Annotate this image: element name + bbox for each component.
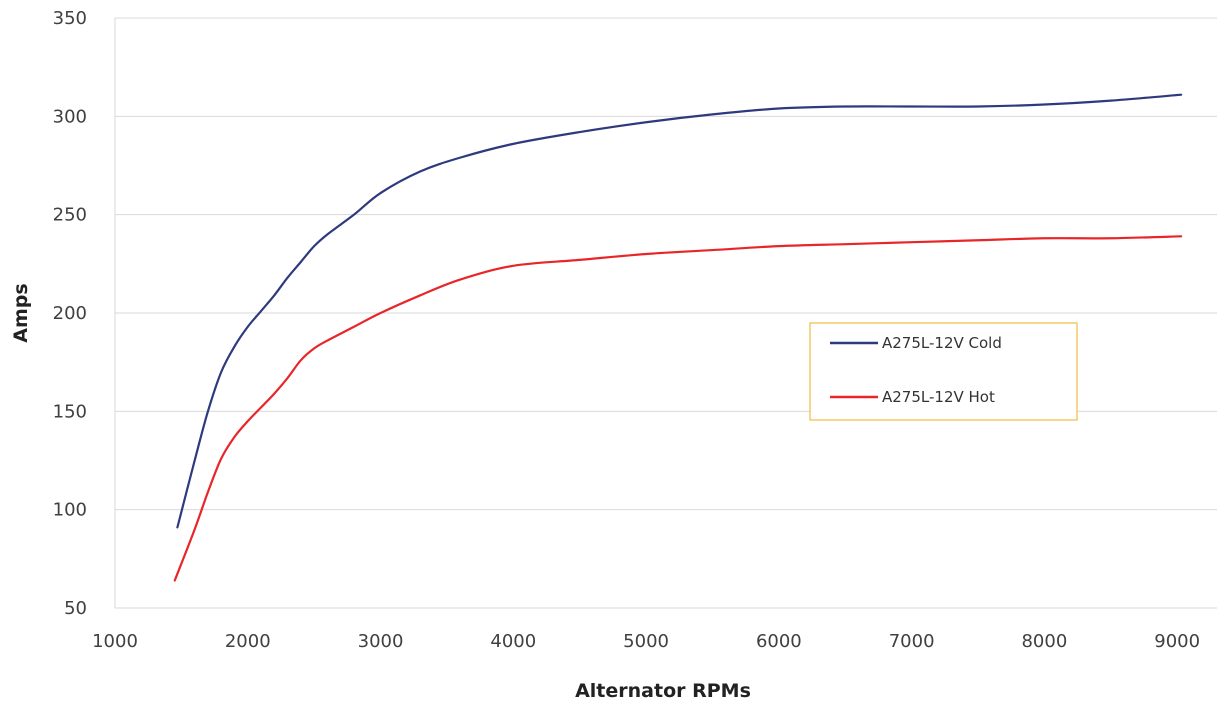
x-tick-label: 5000 [623, 631, 669, 652]
series-lines [173, 93, 1183, 582]
x-tick-label: 4000 [490, 631, 536, 652]
legend-box [809, 322, 1078, 421]
x-tick-label: 8000 [1021, 631, 1067, 652]
y-tick-label: 300 [53, 106, 87, 127]
y-tick-label: 150 [53, 401, 87, 422]
series-line-a275l-12v-cold [176, 93, 1183, 529]
y-axis-title: Amps [10, 283, 32, 342]
legend-label-a275l-12v-hot: A275L-12V Hot [882, 388, 995, 406]
y-tick-label: 250 [53, 205, 87, 226]
y-tick-label: 200 [53, 303, 87, 324]
x-tick-label: 6000 [756, 631, 802, 652]
legend: A275L-12V Cold A275L-12V Hot [809, 322, 1078, 421]
x-axis-title: Alternator RPMs [575, 680, 751, 702]
axes: 50 100 150 200 250 300 350 1000 2000 3000 4000 5000… [53, 8, 1200, 652]
x-tick-label: 3000 [358, 631, 404, 652]
x-tick-label: 9000 [1154, 631, 1200, 652]
series-line-a275l-12v-hot [173, 235, 1183, 582]
y-tick-label: 100 [53, 500, 87, 521]
legend-label-a275l-12v-cold: A275L-12V Cold [882, 334, 1002, 352]
y-tick-label: 50 [64, 598, 87, 619]
x-tick-label: 7000 [889, 631, 935, 652]
x-tick-label: 2000 [225, 631, 271, 652]
y-tick-label: 350 [53, 8, 87, 29]
x-tick-label: 1000 [92, 631, 138, 652]
gridlines [115, 17, 1217, 609]
